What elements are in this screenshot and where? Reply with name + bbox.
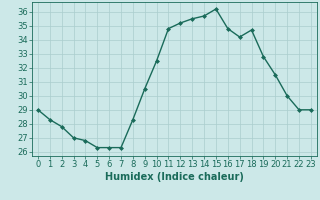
X-axis label: Humidex (Indice chaleur): Humidex (Indice chaleur) [105, 172, 244, 182]
